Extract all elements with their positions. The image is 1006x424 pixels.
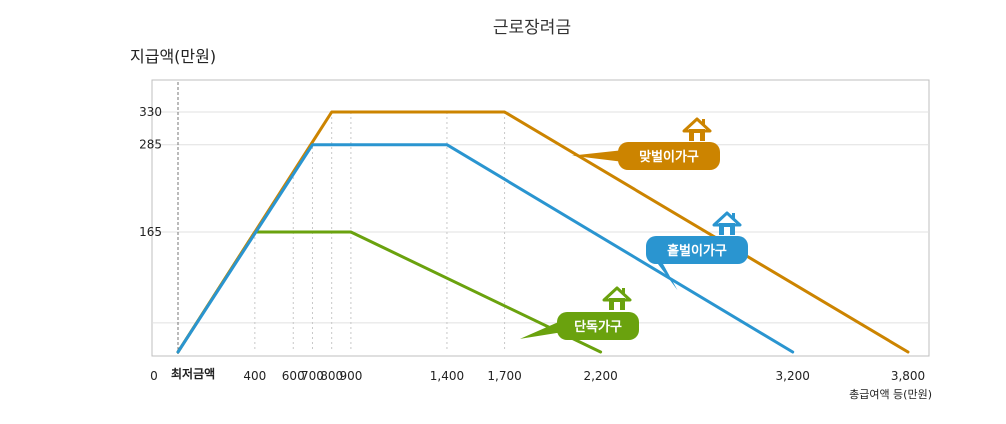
x-tick-label: 800 (320, 369, 343, 383)
series-group (176, 110, 910, 354)
y-ticks: 330 285 165 (139, 105, 162, 239)
x-tick-label: 1,400 (430, 369, 464, 383)
plot-area (151, 79, 930, 357)
series-name-label: 맞벌이가구 (639, 149, 699, 165)
callout-box (646, 236, 748, 264)
x-tick-label: 1,700 (487, 369, 521, 383)
callout-pointer (519, 320, 563, 339)
x-tick-label: 700 (301, 369, 324, 383)
callout-2: 단독가구 (519, 286, 639, 340)
x-tick-label: 0 (150, 369, 158, 383)
x-tick-label: 2,200 (583, 369, 617, 383)
x-tick-label: 3,800 (891, 369, 925, 383)
grid (152, 82, 929, 354)
y-axis-title: 지급액(만원) (130, 47, 216, 66)
y-tick-label: 165 (139, 225, 162, 239)
callout-0: 맞벌이가구 (571, 117, 720, 170)
x-tick-label: 3,200 (776, 369, 810, 383)
series-line-1 (176, 143, 795, 354)
chart-title: 근로장려금 (493, 18, 571, 38)
x-tick-label: 400 (243, 369, 266, 383)
callout-pointer (571, 150, 624, 162)
house-icon (712, 211, 742, 235)
callout-box (557, 312, 639, 340)
callout-1: 홑벌이가구 (646, 211, 748, 291)
house-icon (682, 117, 712, 141)
min-amount-label: 최저금액 (171, 366, 215, 381)
y-tick-label: 285 (139, 138, 162, 152)
y-tick-label: 330 (139, 105, 162, 119)
x-tick-label: 900 (339, 369, 362, 383)
x-tick-label: 600 (282, 369, 305, 383)
series-name-label: 단독가구 (574, 319, 622, 335)
callout-box (618, 142, 720, 170)
x-axis-title: 총급여액 등(만원) (849, 388, 932, 401)
house-icon (602, 286, 632, 310)
series-name-label: 홑벌이가구 (667, 243, 727, 259)
